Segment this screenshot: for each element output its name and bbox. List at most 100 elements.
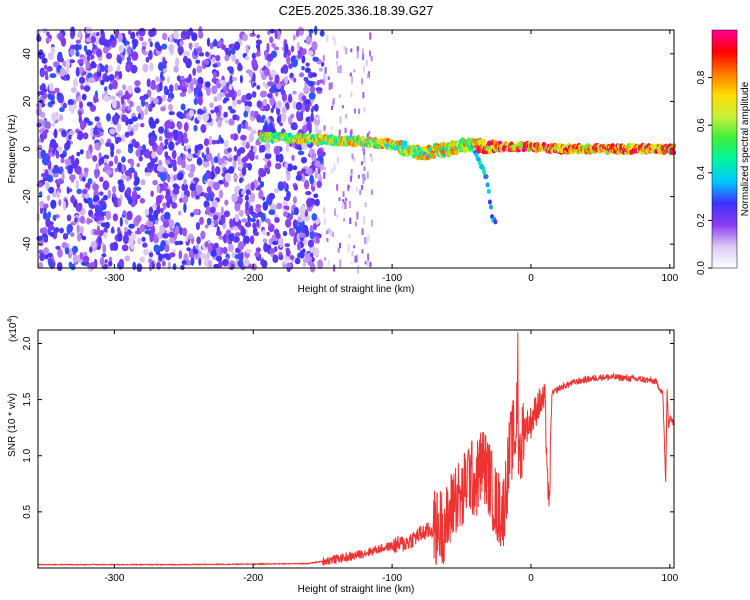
spectrogram-cell [301, 95, 307, 101]
spectrogram-cell [356, 260, 359, 264]
x-tick-label: 0 [528, 573, 534, 584]
spectrogram-cell [353, 245, 356, 249]
spectrogram-cell [247, 100, 252, 108]
spectrogram-cell [186, 247, 191, 252]
spectrogram-cell [241, 190, 245, 196]
spectrogram-cell [148, 29, 155, 38]
spectrogram-cell [212, 63, 218, 68]
spectrogram-cell [274, 162, 282, 170]
spectrogram-cell [156, 145, 163, 156]
spectrogram-cell [271, 43, 276, 48]
spectrogram-cell [255, 207, 262, 213]
spectrogram-cell [285, 55, 291, 65]
spectrogram-cell [299, 249, 305, 259]
spectrogram-cell [286, 263, 292, 268]
spectrogram-signal-cell [431, 153, 437, 159]
spectrogram-cell [102, 46, 109, 54]
spectrogram-cell [262, 201, 269, 211]
spectrogram-cell [364, 261, 367, 265]
spectrogram-cell [363, 216, 366, 225]
spectrogram-cell [134, 87, 141, 94]
spectrogram-cell [105, 142, 112, 147]
spectrogram-cell [256, 218, 260, 228]
spectrogram-cell [140, 225, 144, 232]
spectrogram-cell [151, 151, 157, 159]
spectrogram-cell [274, 188, 280, 194]
spectrogram-cell [91, 214, 96, 219]
spectrogram-cell [59, 107, 65, 113]
spectrogram-cell [278, 182, 284, 188]
spectrogram-cell [92, 129, 100, 135]
spectrogram-cell [288, 115, 293, 125]
spectrogram-cell [100, 79, 105, 86]
spectrogram-cell [124, 170, 132, 177]
spectrogram-cell [85, 37, 92, 43]
spectrogram-cell [266, 199, 271, 204]
spectrogram-cell [219, 92, 225, 98]
spectrogram-cell [286, 205, 290, 211]
spectrogram-cell [185, 235, 189, 243]
spectrogram-branch-cell [484, 174, 489, 180]
spectrogram-cell [223, 140, 229, 148]
x-tick-label: -300 [104, 573, 124, 584]
spectrogram-cell [135, 215, 142, 223]
spectrogram-cell [290, 113, 295, 119]
spectrogram-cell [188, 109, 195, 117]
spectrogram-cell [131, 190, 138, 200]
spectrogram-cell [60, 157, 65, 164]
spectrogram-cell [169, 43, 174, 53]
spectrogram-cell [84, 192, 90, 199]
spectrogram-cell [211, 56, 216, 63]
spectrogram-cell [351, 76, 353, 84]
colorbar-gradient [711, 29, 738, 269]
spectrogram-cell [359, 189, 362, 195]
spectrogram-cell [104, 221, 110, 229]
spectrogram-cell [40, 149, 47, 160]
spectrogram-cell [256, 100, 262, 108]
spectrogram-cell [195, 222, 200, 230]
spectrogram-cell [63, 200, 67, 211]
spectrogram-cell [158, 253, 163, 262]
spectrogram-cell [309, 224, 314, 233]
spectrogram-cell [217, 119, 223, 128]
spectrogram-cell [59, 67, 66, 77]
spectrogram-cell [323, 125, 326, 131]
spectrogram-cell [198, 52, 205, 57]
spectrogram-cell [66, 186, 70, 195]
spectrogram-cell [190, 256, 195, 266]
spectrogram-cell [329, 229, 332, 236]
snr-x-ticks: -300 -200 -100 0 100 [104, 330, 679, 584]
spectrogram-cell [283, 211, 289, 217]
spectrogram-cell [260, 212, 266, 222]
spectrogram-cell [37, 144, 43, 150]
spectrogram-cell [50, 100, 56, 105]
spectrogram-cell [51, 192, 57, 198]
spectrogram-cell [295, 101, 302, 111]
spectrogram-cell [112, 115, 119, 125]
spectrogram-cell [103, 232, 108, 239]
spectrogram-cell [126, 210, 133, 221]
spectrogram-cell [332, 36, 335, 40]
spectrogram-cell [165, 159, 171, 165]
spectrogram-cell [168, 111, 175, 116]
spectrogram-cell [55, 245, 61, 250]
spectrogram-cell [116, 123, 122, 133]
spectrogram-cell [332, 98, 335, 105]
spectrogram-cell [54, 87, 60, 94]
spectrogram-cell [180, 103, 186, 111]
spectrogram-cell [222, 258, 229, 267]
spectrogram-cell [243, 110, 249, 118]
spectrogram-cell [285, 142, 290, 153]
spectrogram-cell [149, 41, 153, 48]
spectrogram-cell [311, 41, 318, 51]
spectrogram-cell [74, 43, 80, 52]
spectrogram-cell [297, 26, 305, 36]
spectrogram-cell [187, 153, 193, 160]
spectrogram-cell [77, 59, 83, 65]
spectrogram-cell [174, 82, 179, 92]
spectrogram-cell [197, 143, 204, 151]
spectrogram-cell [53, 128, 58, 139]
spectrogram-cell [79, 226, 84, 234]
spectrogram-cell [205, 205, 211, 216]
spectrogram-cell [90, 36, 96, 43]
